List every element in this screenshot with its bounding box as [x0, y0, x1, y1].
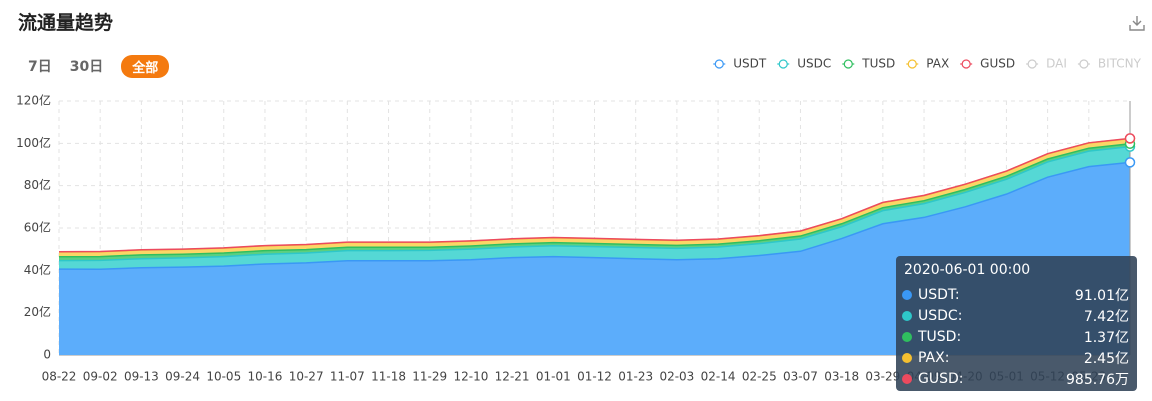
tooltip-name: USDT:	[918, 286, 960, 303]
tooltip: 2020-06-01 00:00 USDT: 91.01亿 USDC: 7.42亿 TUS…	[896, 256, 1137, 391]
legend-label: GUSD	[980, 57, 1015, 71]
x-tick-label: 11-29	[412, 370, 447, 384]
y-tick-label: 0	[43, 348, 51, 362]
tooltip-value: 985.76万	[1066, 371, 1129, 388]
legend-item[interactable]: DAI	[1026, 57, 1067, 71]
legend-label: USDT	[733, 57, 767, 71]
x-tick-label: 02-03	[659, 370, 694, 384]
x-tick-label: 08-22	[42, 370, 77, 384]
x-tick-label: 02-25	[742, 370, 777, 384]
x-tick-label: 11-07	[330, 370, 365, 384]
y-tick-label: 40亿	[24, 262, 51, 277]
hover-point	[1124, 157, 1136, 168]
legend-label: DAI	[1046, 57, 1067, 71]
legend-icon	[1079, 59, 1089, 69]
hover-point	[1124, 133, 1136, 144]
legend-label: PAX	[926, 57, 949, 71]
tooltip-value: 91.01亿	[1074, 287, 1129, 304]
tooltip-name: PAX:	[918, 349, 950, 366]
download-icon[interactable]	[1129, 16, 1145, 31]
y-tick-label: 20亿	[24, 304, 51, 319]
tooltip-row: GUSD: 985.76万	[902, 368, 1129, 389]
area	[59, 162, 1130, 355]
x-tick-label: 09-13	[124, 370, 159, 384]
legend-item[interactable]: BITCNY	[1077, 57, 1142, 71]
x-tick-label: 09-02	[83, 370, 118, 384]
tooltip-row: TUSD: 1.37亿	[902, 326, 1129, 347]
tooltip-row: PAX: 2.45亿	[902, 347, 1129, 368]
area	[59, 146, 1130, 270]
legend-icon	[907, 59, 917, 69]
x-tick-label: 09-24	[165, 370, 200, 384]
legend-icon	[778, 59, 788, 69]
x-tick-label: 10-16	[248, 370, 283, 384]
legend-item[interactable]: PAX	[906, 57, 949, 71]
legend-icon	[843, 59, 853, 69]
legend: BITCNY DAI GUSD PAX TUSD USDC USDT	[713, 57, 1142, 71]
series-line	[58, 137, 1131, 253]
legend-item[interactable]: USDC	[777, 57, 831, 71]
x-tick-label: 12-21	[495, 370, 530, 384]
legend-label: TUSD	[861, 57, 895, 71]
tooltip-value: 1.37亿	[1083, 329, 1129, 346]
x-tick-label: 02-14	[701, 370, 736, 384]
series-line	[58, 145, 1131, 262]
x-tick-label: 03-29	[865, 370, 900, 384]
tooltip-dot	[902, 352, 912, 363]
x-tick-label: 01-01	[536, 370, 571, 384]
tooltip-dot	[902, 373, 912, 384]
y-tick-label: 80亿	[24, 177, 51, 192]
title: 流通量趋势	[18, 12, 114, 34]
tooltip-name: USDC:	[918, 307, 963, 324]
tooltip-name: TUSD:	[918, 328, 962, 345]
y-tick-label: 100亿	[16, 135, 51, 150]
x-tick-label: 01-23	[618, 370, 653, 384]
x-tick-label: 03-07	[783, 370, 818, 384]
legend-label: USDC	[797, 57, 831, 71]
legend-item[interactable]: GUSD	[960, 57, 1015, 71]
y-tick-label: 60亿	[24, 220, 51, 235]
tooltip-value: 2.45亿	[1083, 350, 1129, 367]
x-tick-label: 01-12	[577, 370, 612, 384]
legend-label: BITCNY	[1098, 57, 1142, 71]
range-tab[interactable]: 全部	[121, 54, 170, 78]
tooltip-dot	[902, 331, 912, 342]
tooltip-title: 2020-06-01 00:00	[904, 262, 1031, 278]
legend-icon	[714, 59, 724, 69]
range-tab[interactable]: 7日	[28, 59, 52, 75]
legend-icon	[1027, 59, 1037, 69]
x-tick-label: 10-05	[206, 370, 241, 384]
range-tabs: 7日 30日 全部	[28, 54, 170, 78]
series-line	[58, 161, 1131, 271]
tooltip-value: 7.42亿	[1083, 308, 1129, 325]
x-tick-label: 03-18	[824, 370, 859, 384]
tooltip-dot	[902, 310, 912, 321]
x-tick-label: 10-27	[289, 370, 324, 384]
tooltip-dot	[902, 289, 912, 300]
y-tick-label: 120亿	[16, 93, 51, 108]
legend-item[interactable]: USDT	[713, 57, 767, 71]
series-line	[58, 143, 1131, 258]
legend-icon	[961, 59, 971, 69]
x-tick-label: 11-18	[371, 370, 406, 384]
tooltip-row: USDT: 91.01亿	[902, 284, 1129, 305]
legend-item[interactable]: TUSD	[842, 57, 895, 71]
tooltip-row: USDC: 7.42亿	[902, 305, 1129, 326]
range-tab[interactable]: 30日	[69, 59, 104, 75]
x-tick-label: 12-10	[453, 370, 488, 384]
tooltip-name: GUSD:	[918, 370, 964, 387]
